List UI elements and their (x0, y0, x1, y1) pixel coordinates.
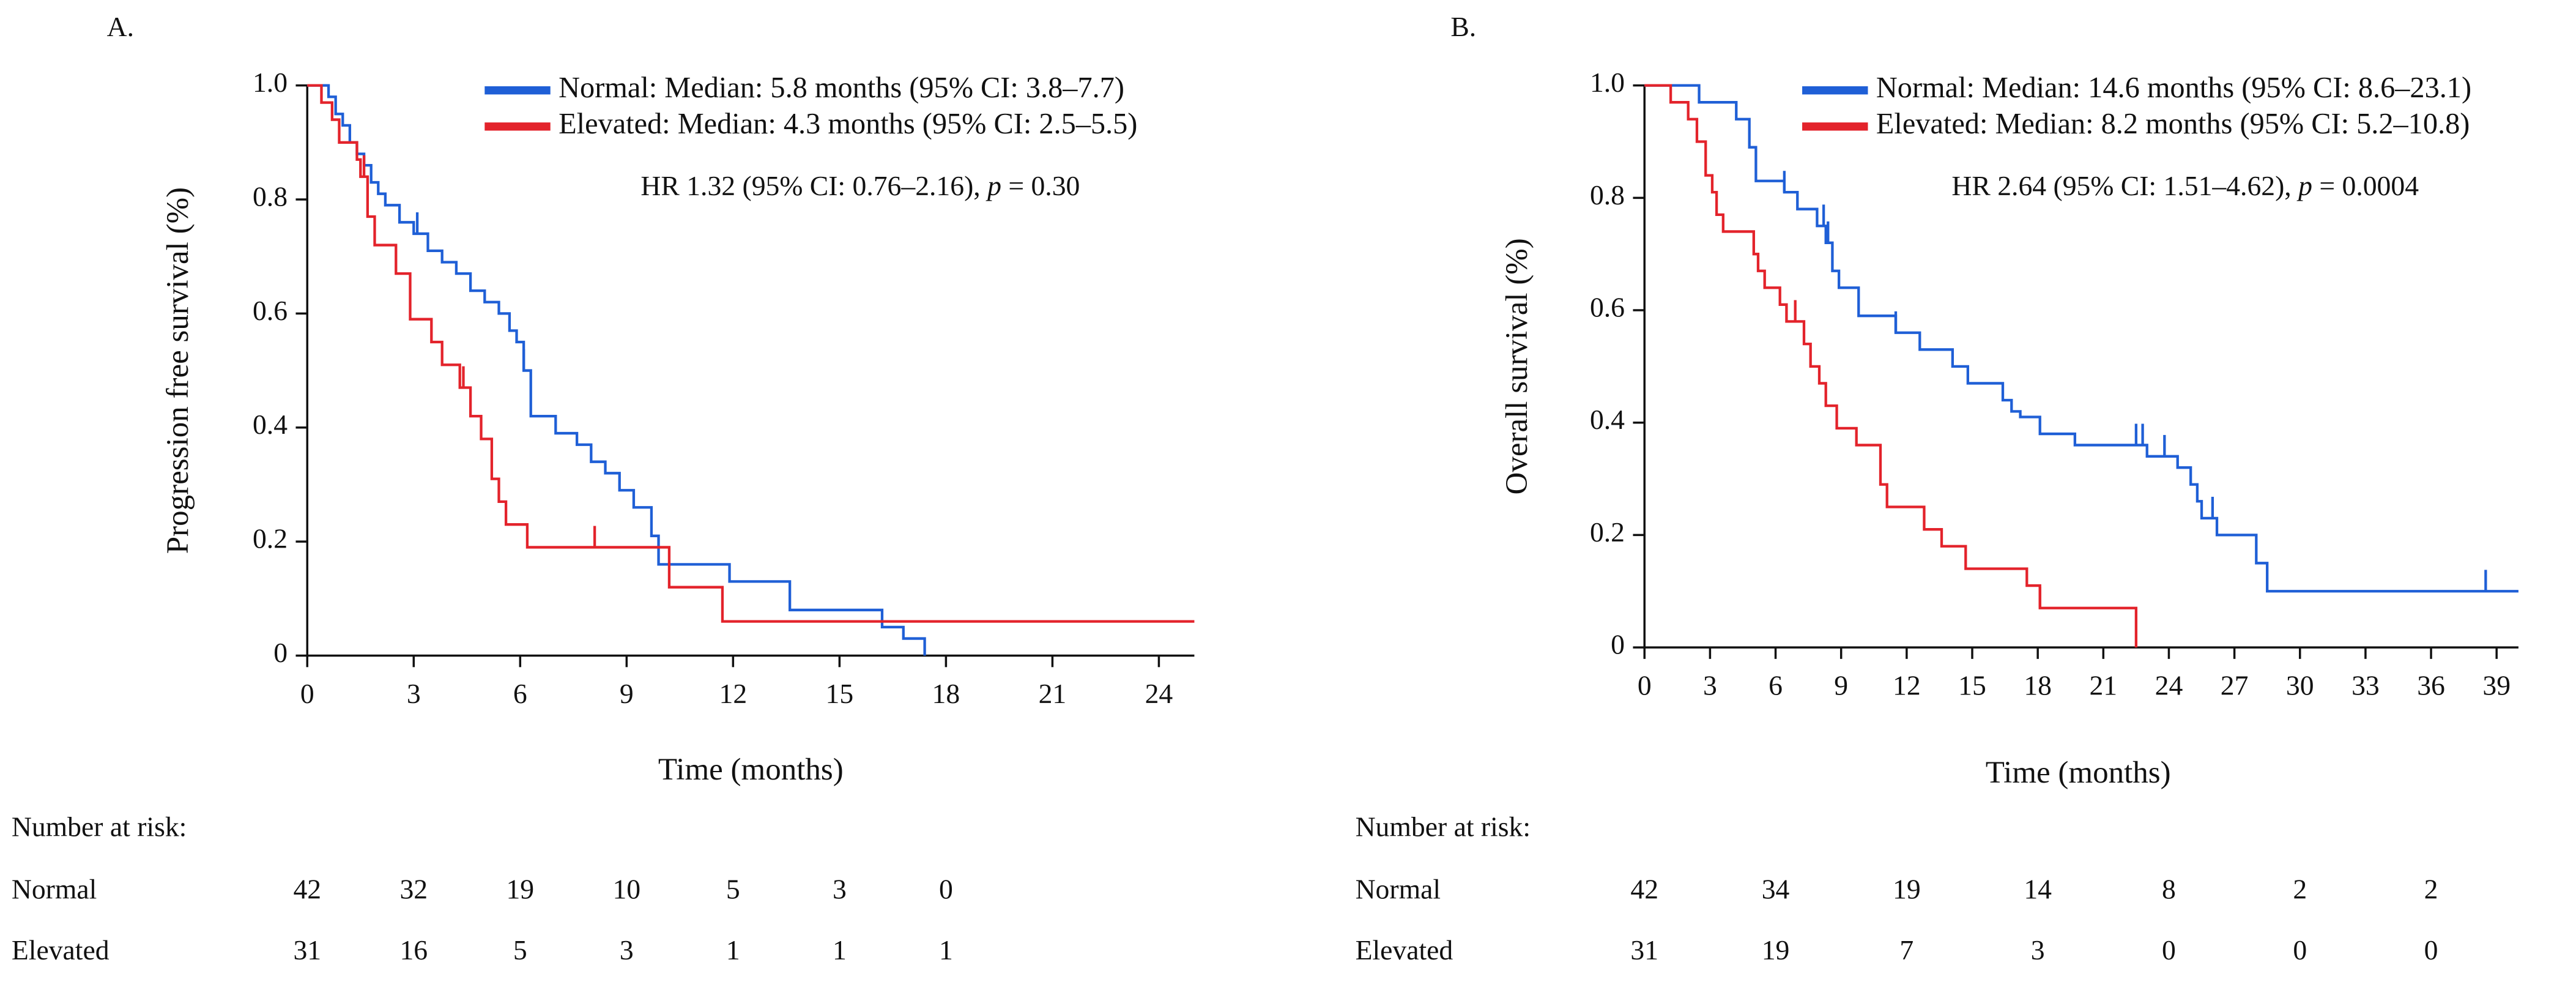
y-tick-label: 0 (1611, 629, 1625, 660)
risk-count: 1 (726, 934, 740, 966)
risk-count: 7 (1899, 934, 1913, 966)
y-tick-label: 1.0 (1590, 67, 1625, 98)
x-tick-label: 24 (2155, 670, 2183, 701)
panel-label: A. (107, 11, 134, 42)
p-text: = 0.30 (1001, 170, 1080, 201)
survival-curve (1644, 84, 2138, 648)
y-tick-label: 0.6 (253, 295, 288, 326)
risk-row-name: Elevated (12, 934, 109, 966)
x-tick-label: 21 (2089, 670, 2117, 701)
y-tick-label: 0.8 (1590, 179, 1625, 210)
risk-row-name: Normal (1356, 874, 1441, 905)
risk-count: 31 (293, 934, 321, 966)
x-tick-label: 18 (2024, 670, 2052, 701)
risk-count: 1 (939, 934, 953, 966)
x-tick-label: 12 (1893, 670, 1921, 701)
risk-count: 16 (399, 934, 428, 966)
hr-text: HR 2.64 (95% CI: 1.51–4.62), (1951, 170, 2298, 201)
x-tick-label: 36 (2417, 670, 2445, 701)
risk-count: 3 (833, 874, 847, 905)
risk-count: 5 (513, 934, 527, 966)
risk-count: 3 (620, 934, 634, 966)
risk-count: 5 (726, 874, 740, 905)
x-tick-label: 15 (1958, 670, 1986, 701)
legend-label: Elevated: Median: 8.2 months (95% CI: 5.… (1876, 108, 2470, 140)
hr-annotation: HR 2.64 (95% CI: 1.51–4.62), p = 0.0004 (1951, 170, 2419, 201)
risk-count: 14 (2024, 874, 2052, 905)
risk-count: 19 (1762, 934, 1790, 966)
risk-count: 0 (939, 874, 953, 905)
risk-count: 1 (833, 934, 847, 966)
panel-label: B. (1450, 11, 1476, 42)
y-tick-label: 0.2 (253, 523, 288, 554)
risk-count: 19 (1893, 874, 1921, 905)
risk-title: Number at risk: (1356, 811, 1531, 843)
y-tick-label: 0.8 (253, 181, 288, 212)
x-tick-label: 6 (1769, 670, 1783, 701)
survival-curve (1644, 84, 2518, 593)
risk-count: 34 (1762, 874, 1790, 905)
y-tick-label: 0.2 (1590, 516, 1625, 548)
x-tick-label: 18 (932, 678, 960, 709)
x-tick-label: 0 (1638, 670, 1652, 701)
y-tick-label: 0.4 (1590, 404, 1625, 435)
p-label: p (2296, 170, 2312, 201)
hr-annotation: HR 1.32 (95% CI: 0.76–2.16), p = 0.30 (640, 170, 1080, 201)
y-axis-label: Progression free survival (%) (161, 187, 195, 554)
x-tick-label: 24 (1145, 678, 1173, 709)
risk-count: 32 (399, 874, 428, 905)
risk-count: 0 (2162, 934, 2176, 966)
risk-row-name: Elevated (1356, 934, 1453, 966)
risk-count: 19 (506, 874, 534, 905)
x-tick-label: 15 (826, 678, 854, 709)
x-tick-label: 12 (719, 678, 748, 709)
y-tick-label: 0.4 (253, 409, 288, 440)
risk-count: 42 (293, 874, 321, 905)
x-tick-label: 27 (2221, 670, 2249, 701)
y-tick-label: 0.6 (1590, 291, 1625, 322)
x-tick-label: 33 (2351, 670, 2380, 701)
y-tick-label: 1.0 (253, 67, 288, 98)
risk-row-name: Normal (12, 874, 97, 905)
x-axis-label: Time (months) (1986, 756, 2171, 790)
p-label: p (985, 170, 1001, 201)
p-text: = 0.0004 (2312, 170, 2419, 201)
x-axis-label: Time (months) (658, 753, 844, 787)
y-tick-label: 0 (273, 637, 288, 668)
x-tick-label: 0 (300, 678, 314, 709)
x-tick-label: 3 (407, 678, 421, 709)
survival-curve (307, 84, 1195, 623)
risk-count: 31 (1630, 934, 1658, 966)
legend-label: Elevated: Median: 4.3 months (95% CI: 2.… (559, 108, 1137, 140)
x-tick-label: 30 (2286, 670, 2314, 701)
legend-label: Normal: Median: 14.6 months (95% CI: 8.6… (1876, 72, 2471, 104)
x-tick-label: 3 (1703, 670, 1717, 701)
risk-count: 10 (613, 874, 641, 905)
x-tick-label: 9 (620, 678, 634, 709)
risk-count: 42 (1630, 874, 1658, 905)
risk-count: 2 (2424, 874, 2438, 905)
hr-text: HR 1.32 (95% CI: 0.76–2.16), (640, 170, 987, 201)
x-tick-label: 6 (513, 678, 527, 709)
y-axis-label: Overall survival (%) (1500, 238, 1534, 494)
x-tick-label: 9 (1834, 670, 1848, 701)
risk-count: 8 (2162, 874, 2176, 905)
risk-title: Number at risk: (12, 811, 187, 843)
legend-label: Normal: Median: 5.8 months (95% CI: 3.8–… (559, 72, 1124, 104)
risk-count: 2 (2293, 874, 2307, 905)
risk-count: 0 (2424, 934, 2438, 966)
x-tick-label: 39 (2482, 670, 2511, 701)
risk-count: 0 (2293, 934, 2307, 966)
x-tick-label: 21 (1039, 678, 1067, 709)
risk-count: 3 (2031, 934, 2045, 966)
